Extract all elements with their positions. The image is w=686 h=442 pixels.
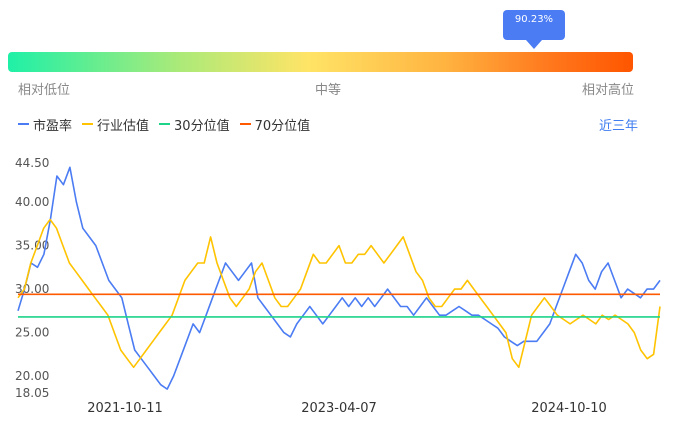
legend-label: 70分位值 [254,118,311,134]
legend-line-icon [18,123,29,125]
legend-line-icon [159,123,171,125]
chart-legend: 市盈率 行业估值 30分位值 70分位值 [18,114,320,134]
legend-label: 30分位值 [174,118,230,134]
y-tick-label: 25.00 [15,326,49,340]
y-tick-label: 18.05 [15,386,49,400]
legend-line-icon [82,123,94,125]
percentile-tooltip: 90.23% [503,10,565,49]
y-tick-label: 35.00 [15,239,49,253]
legend-label: 市盈率 [33,118,73,134]
legend-item-p70[interactable]: 70分位值 [239,115,311,134]
legend-label: 行业估值 [97,118,150,134]
percentile-tooltip-pointer [526,40,542,49]
y-tick-label: 20.00 [15,369,49,383]
x-tick-label: 2023-04-07 [301,401,377,416]
legend-item-pe[interactable]: 市盈率 [18,115,72,134]
y-tick-label: 40.00 [15,195,49,209]
percentile-tooltip-label: 90.23% [503,10,565,40]
y-tick-label: 44.50 [15,156,49,170]
legend-item-industry[interactable]: 行业估值 [82,115,149,134]
high-position-label: 相对高位 [582,83,635,98]
pe-chart: 44.5040.0035.0030.0025.0020.0018.052021-… [15,156,661,416]
mid-position-label: 中等 [315,83,342,98]
legend-item-p30[interactable]: 30分位值 [159,115,230,134]
legend-line-icon [239,123,251,125]
pe-series-line [17,166,661,390]
industry-series-line [17,218,661,369]
x-tick-label: 2024-10-10 [531,401,607,416]
valuation-gradient-bar [8,52,633,72]
range-three-years-button[interactable]: 近三年 [599,119,639,134]
low-position-label: 相对低位 [18,83,71,98]
x-tick-label: 2021-10-11 [87,401,163,416]
